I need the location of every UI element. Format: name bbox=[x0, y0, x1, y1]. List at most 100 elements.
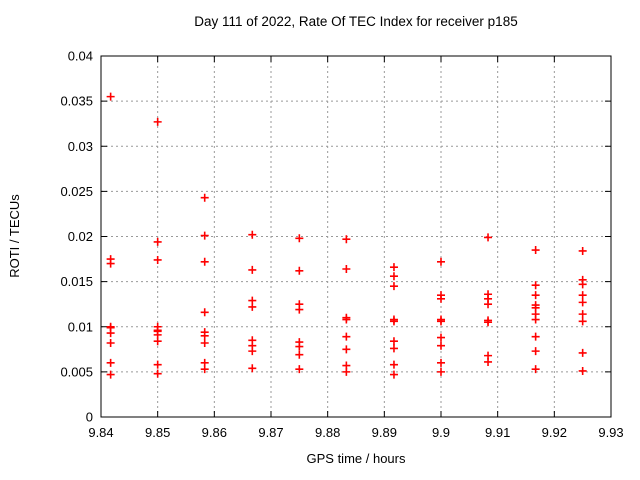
data-point-marker bbox=[578, 366, 587, 375]
data-point-marker bbox=[342, 264, 351, 273]
data-point-marker bbox=[106, 338, 115, 347]
data-point-marker bbox=[200, 365, 209, 374]
x-tick-label: 9.9 bbox=[432, 425, 450, 440]
data-point-marker bbox=[248, 347, 257, 356]
y-tick-label: 0.02 bbox=[68, 229, 93, 244]
data-point-marker bbox=[484, 357, 493, 366]
data-point-marker bbox=[295, 350, 304, 359]
data-point-marker bbox=[106, 370, 115, 379]
tick-labels: 9.84 9.85 9.86 9.87 9.88 9.89 9.9 9.91 9.92 9.93 0… bbox=[60, 49, 623, 441]
x-tick-label: 9.89 bbox=[372, 425, 397, 440]
data-point-marker bbox=[437, 317, 445, 326]
data-point-marker bbox=[200, 231, 209, 240]
data-point-marker bbox=[295, 305, 304, 314]
data-point-marker bbox=[389, 272, 398, 281]
data-point-marker bbox=[437, 341, 445, 350]
data-point-marker bbox=[248, 265, 257, 274]
data-point-marker bbox=[389, 360, 398, 369]
data-point-marker bbox=[295, 234, 304, 243]
data-point-marker bbox=[153, 337, 162, 346]
data-point-marker bbox=[389, 370, 398, 379]
data-point-marker bbox=[200, 193, 209, 202]
x-tick-label: 9.92 bbox=[542, 425, 567, 440]
data-point-marker bbox=[578, 317, 587, 326]
data-point-marker bbox=[578, 246, 587, 255]
data-point-marker bbox=[578, 348, 587, 357]
data-point-marker bbox=[200, 308, 209, 317]
data-points bbox=[106, 92, 587, 379]
data-point-marker bbox=[248, 364, 257, 373]
x-tick-label: 9.87 bbox=[258, 425, 283, 440]
data-point-marker bbox=[531, 315, 540, 324]
data-point-marker bbox=[295, 266, 304, 275]
plot-border bbox=[100, 55, 612, 418]
data-point-marker bbox=[153, 255, 162, 264]
data-point-marker bbox=[248, 302, 257, 311]
data-point-marker bbox=[295, 365, 304, 374]
data-point-marker bbox=[578, 298, 587, 307]
chart-title: Day 111 of 2022, Rate Of TEC Index for r… bbox=[194, 14, 517, 29]
x-tick-label: 9.84 bbox=[88, 425, 113, 440]
data-point-marker bbox=[578, 280, 587, 289]
y-axis-label: ROTI / TECUs bbox=[7, 194, 22, 278]
y-tick-label: 0.025 bbox=[60, 184, 93, 199]
data-point-marker bbox=[389, 337, 398, 346]
data-point-marker bbox=[342, 367, 351, 376]
data-point-marker bbox=[342, 315, 351, 324]
x-tick-label: 9.93 bbox=[598, 425, 623, 440]
plot-border-box bbox=[100, 55, 612, 418]
data-point-marker bbox=[200, 338, 209, 347]
x-tick-label: 9.85 bbox=[145, 425, 170, 440]
data-point-marker bbox=[531, 332, 540, 341]
data-point-marker bbox=[389, 282, 398, 291]
data-point-marker bbox=[342, 345, 351, 354]
y-tick-label: 0 bbox=[86, 410, 93, 425]
gridlines bbox=[101, 56, 611, 417]
data-point-marker bbox=[200, 331, 209, 340]
y-tick-label: 0.015 bbox=[60, 274, 93, 289]
data-point-marker bbox=[153, 360, 162, 369]
data-point-marker bbox=[106, 92, 115, 101]
y-tick-label: 0.04 bbox=[68, 49, 93, 64]
y-tick-label: 0.01 bbox=[68, 319, 93, 334]
data-point-marker bbox=[437, 257, 445, 266]
data-point-marker bbox=[437, 294, 445, 303]
data-point-marker bbox=[389, 263, 398, 272]
y-tick-label: 0.03 bbox=[68, 139, 93, 154]
x-axis-label: GPS time / hours bbox=[307, 451, 406, 466]
data-point-marker bbox=[106, 329, 115, 338]
data-point-marker bbox=[200, 257, 209, 266]
data-point-marker bbox=[578, 291, 587, 300]
axis-ticks bbox=[100, 55, 612, 418]
data-point-marker bbox=[153, 369, 162, 378]
x-tick-label: 9.88 bbox=[315, 425, 340, 440]
data-point-marker bbox=[484, 318, 493, 327]
data-point-marker bbox=[437, 367, 445, 376]
data-point-marker bbox=[531, 365, 540, 374]
data-point-marker bbox=[153, 117, 162, 126]
data-point-marker bbox=[106, 259, 115, 268]
data-point-marker bbox=[437, 358, 445, 367]
x-tick-label: 9.86 bbox=[202, 425, 227, 440]
data-point-marker bbox=[342, 332, 351, 341]
data-point-marker bbox=[389, 344, 398, 353]
data-point-marker bbox=[106, 358, 115, 367]
data-point-marker bbox=[531, 347, 540, 356]
data-point-marker bbox=[484, 233, 493, 242]
data-point-marker bbox=[248, 230, 257, 239]
data-point-marker bbox=[389, 317, 398, 326]
data-point-marker bbox=[295, 342, 304, 351]
data-point-marker bbox=[437, 333, 445, 342]
data-point-marker bbox=[531, 246, 540, 255]
data-point-marker bbox=[531, 291, 540, 300]
data-point-marker bbox=[342, 235, 351, 244]
x-tick-label: 9.91 bbox=[485, 425, 510, 440]
y-tick-label: 0.005 bbox=[60, 364, 93, 379]
data-point-marker bbox=[484, 300, 493, 309]
data-point-marker bbox=[531, 281, 540, 290]
data-point-marker bbox=[578, 310, 587, 319]
y-tick-label: 0.035 bbox=[60, 94, 93, 109]
data-point-marker bbox=[153, 237, 162, 246]
